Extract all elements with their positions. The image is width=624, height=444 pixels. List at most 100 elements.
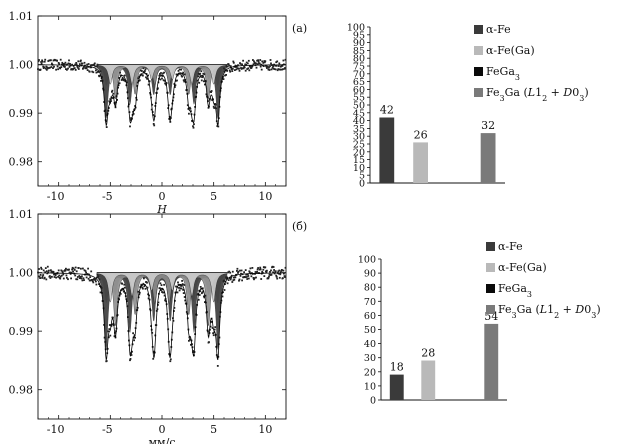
bar-y-tick-label: 45 [353,108,365,119]
data-point [244,63,247,66]
data-point [48,269,50,272]
data-point [237,270,240,273]
data-point [255,276,257,279]
legend-text: FeGa [486,65,515,78]
legend-text: Fe [498,303,512,316]
data-point [89,276,92,278]
data-point [267,65,269,68]
data-point [89,64,92,67]
legend-text: ) [584,86,588,99]
data-point [279,68,282,71]
data-point [46,265,49,268]
data-point [261,60,264,63]
data-point [173,307,176,309]
data-point [144,68,147,71]
data-point [237,64,239,67]
data-point [157,87,159,90]
data-point [94,279,97,281]
legend-entry-2: FeGa3 [498,282,532,299]
data-point [65,274,68,277]
data-point [55,276,57,279]
data-point [204,294,207,297]
data-point [121,288,124,291]
data-point [175,73,178,76]
data-point [198,81,201,84]
data-point [87,65,89,68]
data-point [59,58,62,61]
fit-curve [38,272,286,361]
data-point [38,59,40,61]
legend-swatch-0 [486,242,495,251]
data-point [183,80,186,83]
data-point [97,275,100,278]
bar-y-tick-label: 85 [353,46,365,57]
data-point [65,68,67,70]
data-point [116,92,119,95]
data-point [162,79,165,82]
data-point [179,72,182,75]
data-point [262,62,265,64]
bar-y-tick-label: 100 [358,255,376,266]
data-point [100,287,103,289]
data-point [60,66,63,68]
data-point [169,121,172,123]
data-point [118,77,120,79]
bar-y-tick-label: 70 [364,297,376,308]
data-point [83,61,86,64]
data-point [137,77,140,80]
data-point [232,61,235,64]
data-point [210,320,212,323]
data-point [129,359,131,362]
bar-y-tick-label: 50 [353,101,365,112]
data-point [46,67,49,70]
data-point [85,67,88,70]
panel-label: (а) [292,22,307,35]
data-point [272,67,275,70]
data-point [90,64,93,66]
data-point [115,95,118,98]
data-point [87,277,90,280]
data-point [280,65,283,67]
data-point [112,97,114,99]
legend-entry-2: FeGa3 [486,65,520,82]
data-point [222,291,224,294]
data-point [37,60,40,63]
bar-y-tick-label: 100 [347,23,365,34]
data-point [265,270,267,273]
data-point [82,67,84,70]
data-point [248,271,251,274]
data-point [242,67,245,70]
data-point [109,98,112,100]
data-point [146,281,148,284]
data-point [41,277,43,279]
data-point [39,273,42,276]
data-point [228,64,231,67]
data-point [178,287,180,289]
data-point [258,62,261,65]
bar-panel-a: 0510152025303540455055606570758085909510… [347,23,589,190]
data-point [188,339,190,342]
data-point [217,125,220,128]
data-point [92,281,95,284]
data-point [242,59,244,62]
data-point [150,108,153,111]
data-point [105,120,108,123]
data-point [130,354,133,356]
data-point [231,68,234,70]
legend-entry-3: Fe3Ga (L12 + D03) [486,86,589,103]
data-point [205,93,208,96]
data-point [224,283,226,285]
data-point [93,64,96,67]
bar-1 [421,360,436,400]
data-point [245,273,248,276]
data-point [260,68,263,71]
data-point [262,268,265,271]
data-point [243,271,245,274]
y-tick-label: 0.99 [9,107,34,120]
data-point [158,74,161,77]
data-point [76,65,79,68]
data-point [57,269,60,272]
data-point [256,63,259,65]
data-point [189,107,192,110]
data-point [161,75,164,77]
